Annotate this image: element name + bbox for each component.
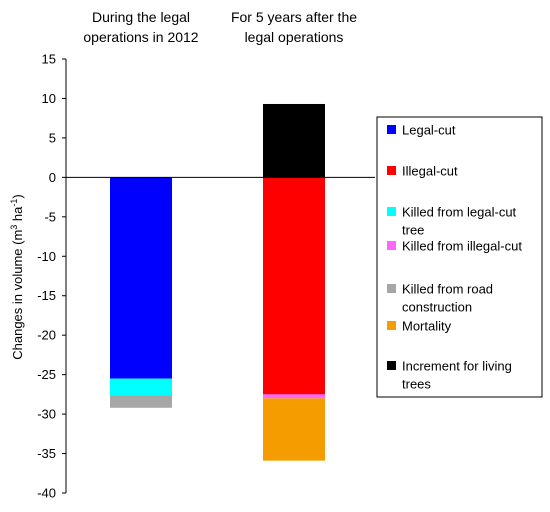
y-tick-label: 10 <box>42 91 56 106</box>
bar-segment <box>263 394 325 399</box>
bar-segment <box>263 103 325 178</box>
column-title: legal operations <box>245 29 344 45</box>
y-axis-title: Changes in volume (m3 ha-1) <box>9 194 25 360</box>
legend-label: construction <box>402 300 472 315</box>
legend-swatch <box>387 284 396 293</box>
bar-segment <box>110 395 172 408</box>
legend-label: Killed from road <box>402 282 493 297</box>
column-title: During the legal <box>92 9 190 25</box>
legend-swatch <box>387 125 396 134</box>
legend-swatch <box>387 241 396 250</box>
y-tick-label: -20 <box>37 328 56 343</box>
column-title: For 5 years after the <box>231 9 357 25</box>
legend-label: Increment for living <box>402 359 512 374</box>
legend-swatch <box>387 361 396 370</box>
y-tick-label: -25 <box>37 367 56 382</box>
legend-label: tree <box>402 223 424 238</box>
legend-label: Legal-cut <box>402 123 456 138</box>
y-tick-label: -15 <box>37 288 56 303</box>
legend-swatch <box>387 207 396 216</box>
legend-label: Mortality <box>402 319 452 334</box>
y-tick-label: 15 <box>42 52 56 67</box>
bar-segment <box>110 378 172 396</box>
legend-label: Killed from legal-cut <box>402 205 517 220</box>
legend-label: trees <box>402 377 431 392</box>
legend-swatch <box>387 166 396 175</box>
y-tick-label: -35 <box>37 446 56 461</box>
y-tick-label: -5 <box>44 209 56 224</box>
legend-swatch <box>387 321 396 330</box>
y-tick-label: 5 <box>49 130 56 145</box>
y-tick-label: -10 <box>37 249 56 264</box>
y-tick-label: -30 <box>37 407 56 422</box>
bar-segment <box>110 177 172 379</box>
y-tick-label: 0 <box>49 170 56 185</box>
column-title: operations in 2012 <box>83 29 198 45</box>
bar-segment <box>263 177 325 395</box>
bar-segment <box>263 398 325 461</box>
y-tick-label: -40 <box>37 486 56 501</box>
legend-box <box>376 116 543 398</box>
legend-label: Illegal-cut <box>402 164 458 179</box>
legend-label: Killed from illegal-cut <box>402 239 522 254</box>
